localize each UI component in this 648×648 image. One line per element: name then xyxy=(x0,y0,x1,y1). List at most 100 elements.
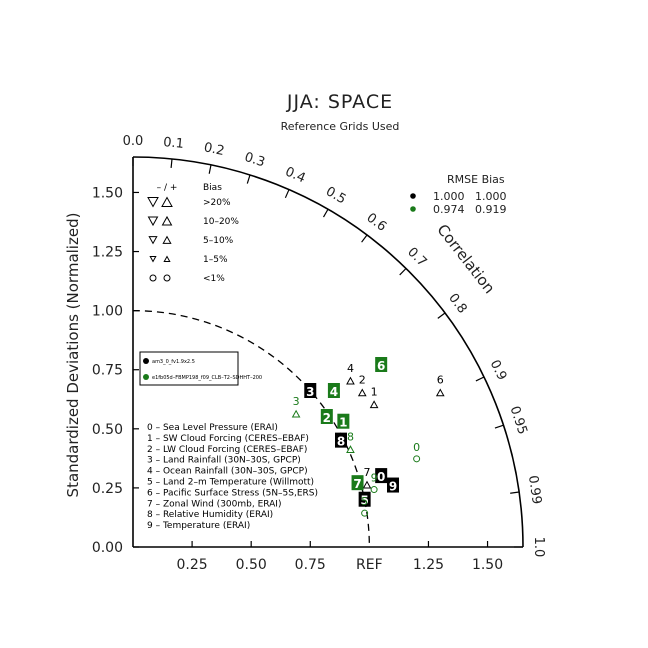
correlation-tick-mark xyxy=(208,164,212,174)
correlation-tick-label: 0.1 xyxy=(163,135,185,152)
variable-legend-item: 8 – Relative Humidity (ERAI) xyxy=(147,510,273,520)
point-label: 8 xyxy=(347,430,354,443)
point-label: 7 xyxy=(364,466,371,479)
variable-legend-item: 3 – Land Rainfall (30N–30S, GPCP) xyxy=(147,456,301,466)
point-label: 2 xyxy=(323,411,331,425)
bias-down-triangle-icon xyxy=(148,236,158,245)
point-box-marker xyxy=(351,475,364,491)
rmse-value: 0.974 xyxy=(433,203,465,216)
correlation-tick-label: 0.3 xyxy=(243,150,267,171)
point-triangle-marker xyxy=(291,409,301,418)
variable-legend-item: 4 – Ocean Rainfall (30N–30S, GPCP) xyxy=(147,467,308,477)
y-tick-label: 1.00 xyxy=(92,304,123,320)
variable-legend: 0 – Sea Level Pressure (ERAI)1 – SW Clou… xyxy=(147,423,318,531)
bias-circle-icon xyxy=(149,274,157,282)
point-label: 2 xyxy=(359,374,366,387)
model-legend: am3_0_fv1.9x2.5 e1fb05d–FBMP198_f09_CLB–T… xyxy=(139,351,262,386)
point-label: 6 xyxy=(437,374,444,387)
point-label: 3 xyxy=(293,395,300,408)
bias-legend: – / + Bias >20% 10–20% 5–10% 1–5% <1% xyxy=(147,183,239,284)
correlation-tick-label: 0.5 xyxy=(323,184,348,207)
correlation-arc xyxy=(132,156,524,548)
correlation-tick-label: 0.4 xyxy=(283,164,308,186)
x-tick-label: 1.50 xyxy=(472,557,503,573)
chart-title: JJA: SPACE xyxy=(286,91,393,113)
y-tick-label: 0.25 xyxy=(92,481,123,497)
x-tick-label: 1.25 xyxy=(413,557,444,573)
bias-value: 0.919 xyxy=(475,203,507,216)
rmse-series-dot xyxy=(410,206,416,212)
correlation-tick-mark xyxy=(284,189,290,199)
bias-down-triangle-icon xyxy=(149,256,157,263)
point-box-marker xyxy=(304,383,317,398)
correlation-tick-mark xyxy=(246,174,251,184)
bias-up-triangle-icon xyxy=(161,215,173,226)
correlation-tick-label: 1.0 xyxy=(531,537,546,558)
point-label: 3 xyxy=(306,385,314,399)
point-box-marker xyxy=(375,357,388,372)
variable-legend-item: 1 – SW Cloud Forcing (CERES–EBAF) xyxy=(147,434,309,444)
bias-value: 1.000 xyxy=(475,190,507,203)
point-circle-marker xyxy=(370,486,378,494)
point-triangle-marker xyxy=(346,445,355,454)
variable-legend-item: 2 – LW Cloud Forcing (CERES–EBAF) xyxy=(147,445,307,455)
correlation-tick-label: 0.95 xyxy=(507,404,530,436)
correlation-tick-mark xyxy=(170,158,173,168)
point-label: 0 xyxy=(413,441,420,454)
point-box-marker xyxy=(375,468,388,484)
y-tick-label: 0.00 xyxy=(92,540,123,556)
correlation-tick-mark xyxy=(510,491,520,494)
bias-legend-label: >20% xyxy=(203,198,231,208)
point-label: 1 xyxy=(371,385,378,398)
y-tick-label: 0.75 xyxy=(92,363,123,379)
correlation-tick-label: 0.2 xyxy=(202,140,225,159)
point-box-marker xyxy=(387,477,399,493)
point-triangle-marker xyxy=(346,376,355,385)
variable-legend-item: 5 – Land 2–m Temperature (Willmott) xyxy=(147,478,314,488)
point-triangle-marker xyxy=(362,480,372,489)
correlation-tick-label: 0.9 xyxy=(487,358,510,383)
model-name: am3_0_fv1.9x2.5 xyxy=(152,359,195,365)
correlation-tick-label: 0.0 xyxy=(123,134,144,149)
rmse-series-dot xyxy=(410,193,416,199)
correlation-label: Correlation xyxy=(433,221,498,297)
point-label: 6 xyxy=(377,359,385,373)
x-tick-label: 0.75 xyxy=(295,557,326,573)
point-box-marker xyxy=(320,409,333,424)
correlation-tick-mark xyxy=(322,208,329,218)
bias-down-triangle-icon xyxy=(147,216,159,227)
correlation-tick-mark xyxy=(437,312,446,319)
y-axis-label: Standardized Deviations (Normalized) xyxy=(64,213,82,498)
variable-legend-item: 9 – Temperature (ERAI) xyxy=(147,521,250,531)
point-label: 0 xyxy=(377,470,385,484)
point-label: 4 xyxy=(330,385,338,399)
variable-legend-item: 6 – Pacific Surface Stress (5N–5S,ERS) xyxy=(147,488,318,498)
model-name: e1fb05d–FBMP198_f09_CLB–T2–SDHHT–200 xyxy=(152,375,262,381)
correlation-tick-label: 0.6 xyxy=(364,210,390,234)
x-tick-label: 0.50 xyxy=(236,557,267,573)
point-label: 4 xyxy=(347,362,354,375)
bias-legend-label: 5–10% xyxy=(203,236,234,246)
point-label: 9 xyxy=(389,480,397,494)
chart-subtitle: Reference Grids Used xyxy=(281,120,400,133)
correlation-tick-mark xyxy=(475,376,485,382)
point-triangle-marker xyxy=(369,400,379,409)
bias-legend-label: <1% xyxy=(203,274,225,284)
point-box-marker xyxy=(358,491,371,507)
bias-up-triangle-icon xyxy=(162,235,172,244)
y-tick-label: 0.50 xyxy=(92,422,123,438)
point-circle-marker xyxy=(413,455,421,463)
point-triangle-marker xyxy=(435,388,445,397)
point-label: 7 xyxy=(353,477,361,491)
point-label: 5 xyxy=(360,494,368,508)
point-label: 1 xyxy=(339,416,347,430)
y-tick-label: 1.50 xyxy=(92,185,123,201)
correlation-tick-mark xyxy=(361,234,368,243)
bias-circle-icon xyxy=(163,274,171,282)
correlation-tick-label: 0.8 xyxy=(445,291,469,317)
correlation-tick-label: 0.99 xyxy=(525,474,544,505)
point-label: 9 xyxy=(371,472,378,485)
